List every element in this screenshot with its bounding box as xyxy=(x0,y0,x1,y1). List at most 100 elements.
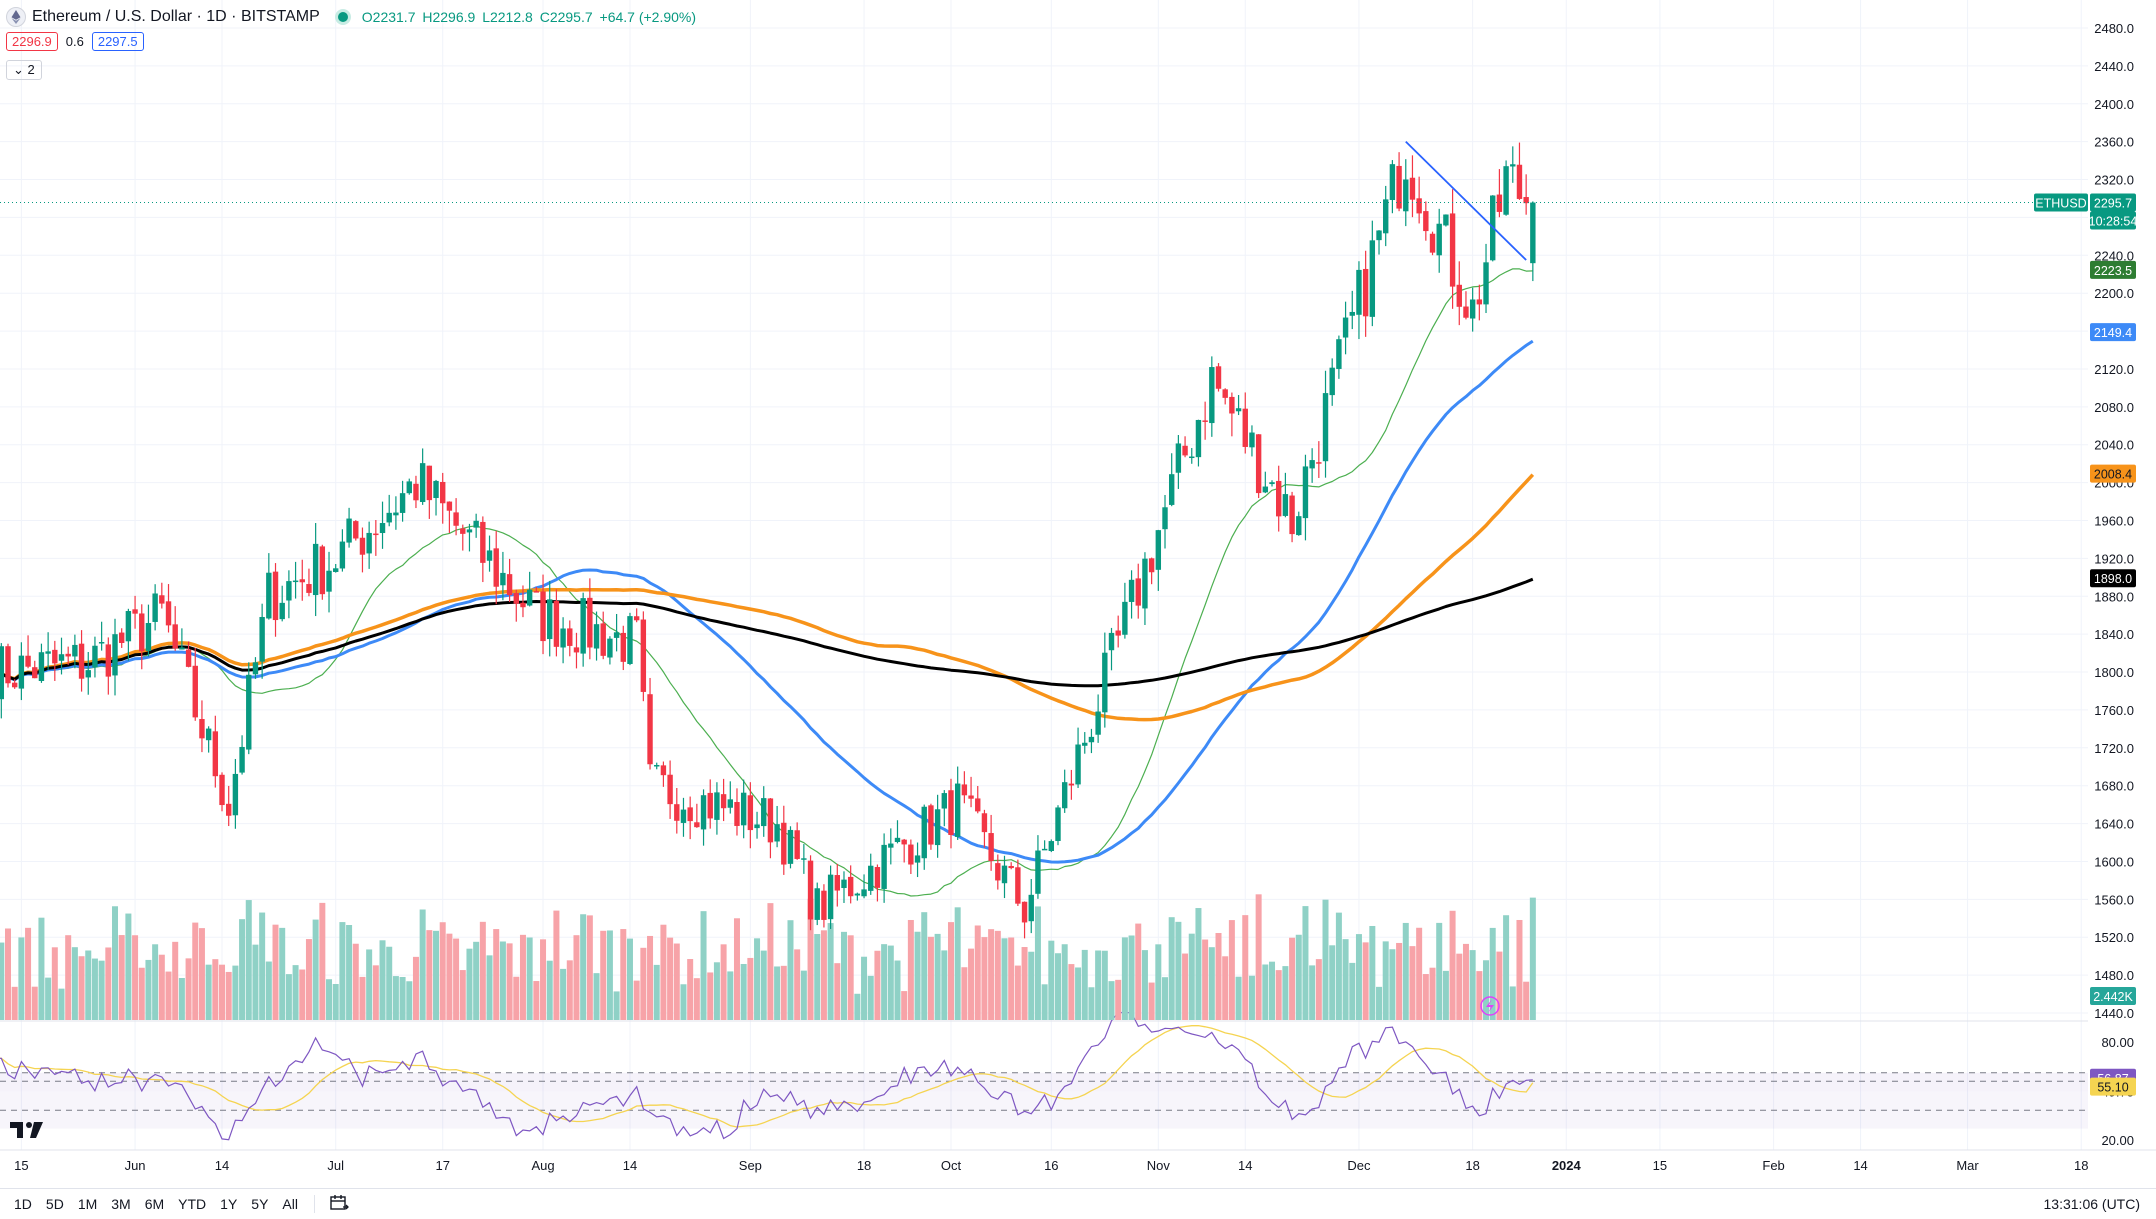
range-button-5y[interactable]: 5Y xyxy=(251,1196,269,1212)
time-tick-label: 14 xyxy=(623,1158,637,1173)
candle-body xyxy=(1168,474,1175,505)
alert-bolt xyxy=(1486,999,1494,1013)
candle-body xyxy=(1082,742,1088,746)
utc-clock[interactable]: 13:31:06 (UTC) xyxy=(2043,1196,2140,1212)
candle-body xyxy=(406,481,412,494)
volume-bar xyxy=(232,965,239,1020)
volume-bar xyxy=(1208,947,1215,1020)
price-tick-label: 1840.0 xyxy=(2094,627,2134,642)
volume-bar xyxy=(1289,937,1296,1020)
candle-body xyxy=(112,634,118,676)
symbol-tag-text: ETHUSD xyxy=(2035,197,2086,211)
price-axis[interactable]: 2480.02440.02400.02360.02320.02280.02240… xyxy=(2034,0,2156,1188)
candle-body xyxy=(734,802,740,826)
candle-body xyxy=(179,647,185,650)
volume-bar xyxy=(1128,935,1135,1020)
time-tick-label: Aug xyxy=(531,1158,554,1173)
time-axis[interactable]: 15 Jun 14 Jul 17 Aug 14 Sep 18 Oct 16 Nov 14 Dec 18 202… xyxy=(0,1149,2156,1173)
volume-bar xyxy=(907,919,914,1020)
volume-bar xyxy=(540,939,547,1020)
volume-bar xyxy=(861,956,868,1020)
range-button-ytd[interactable]: YTD xyxy=(178,1196,207,1212)
calendar-range-icon[interactable] xyxy=(329,1194,349,1215)
range-button-1m[interactable]: 1M xyxy=(77,1196,98,1212)
candle-body xyxy=(1530,202,1536,264)
price-tick-label: 1440.0 xyxy=(2094,1006,2134,1021)
candle-body xyxy=(847,876,854,897)
candle-body xyxy=(640,619,647,692)
sell-button[interactable]: 2296.9 xyxy=(6,32,58,51)
candle-body xyxy=(1222,389,1228,398)
symbol-tag: ETHUSD xyxy=(2034,193,2088,212)
volume-bar xyxy=(426,930,433,1020)
volume-bar xyxy=(1496,951,1503,1020)
volume-bar xyxy=(546,960,553,1020)
candle-body xyxy=(881,844,887,889)
candle-body xyxy=(1356,269,1362,315)
candle-body xyxy=(1229,396,1235,414)
candle-body xyxy=(1403,179,1409,212)
range-button-5d[interactable]: 5D xyxy=(45,1196,64,1212)
candle-body xyxy=(1209,367,1215,424)
volume-bar xyxy=(1389,949,1396,1020)
range-button-6m[interactable]: 6M xyxy=(144,1196,165,1212)
volume-bar xyxy=(1429,967,1436,1020)
volume-bar xyxy=(1476,971,1483,1020)
candle-body xyxy=(192,665,198,718)
candle-body xyxy=(1369,240,1376,317)
time-tick-label: 18 xyxy=(1465,1158,1479,1173)
divider xyxy=(313,1195,315,1213)
candle-body xyxy=(767,798,774,843)
volume-bar xyxy=(1503,915,1510,1020)
candle-body xyxy=(45,651,51,654)
volume-bar xyxy=(459,970,466,1020)
range-button-3m[interactable]: 3M xyxy=(111,1196,131,1212)
volume-bar xyxy=(733,918,740,1020)
volume-bar xyxy=(259,912,266,1020)
volume-bar xyxy=(1148,982,1155,1020)
candle-body xyxy=(1108,632,1115,651)
candle-body xyxy=(419,463,426,503)
price-tick-label: 1480.0 xyxy=(2094,968,2134,983)
volume-bar xyxy=(305,939,312,1020)
volume-bar xyxy=(660,924,667,1020)
range-button-1d[interactable]: 1D xyxy=(14,1196,32,1212)
price-tick-label: 2240.0 xyxy=(2094,248,2134,263)
symbol-title[interactable]: Ethereum / U.S. Dollar · 1D · BITSTAMP xyxy=(32,8,320,25)
volume-bar xyxy=(1242,915,1249,1020)
candle-body xyxy=(145,623,152,651)
candle-body xyxy=(613,632,620,638)
range-button-1y[interactable]: 1Y xyxy=(220,1196,238,1212)
time-tick-label: 2024 xyxy=(1552,1158,1582,1173)
candle-body xyxy=(580,598,586,654)
time-tick-label: 14 xyxy=(1853,1158,1867,1173)
candle-body xyxy=(901,839,907,845)
volume-bar xyxy=(312,919,319,1020)
volume-bar xyxy=(165,971,172,1020)
volume-bar xyxy=(526,937,533,1020)
volume-bars xyxy=(0,894,1536,1020)
candle-body xyxy=(1416,198,1422,214)
volume-bar xyxy=(178,978,185,1020)
volume-bar xyxy=(981,937,988,1020)
candle-body xyxy=(139,613,145,652)
chart-header[interactable]: Ethereum / U.S. Dollar · 1D · BITSTAMP O… xyxy=(6,6,699,28)
range-button-all[interactable]: All xyxy=(282,1196,298,1212)
candle-body xyxy=(460,528,466,534)
volume-bar xyxy=(1001,938,1008,1020)
countdown-tag-bg xyxy=(2090,211,2136,230)
volume-bar xyxy=(961,967,968,1020)
time-tick-label: 14 xyxy=(1238,1158,1252,1173)
volume-bar xyxy=(1168,917,1175,1020)
buy-button[interactable]: 2297.5 xyxy=(91,32,144,51)
chart-canvas[interactable]: 2480.02440.02400.02360.02320.02280.02240… xyxy=(0,0,2156,1188)
candle-body xyxy=(246,674,252,750)
volume-bar xyxy=(1048,940,1055,1020)
indicators-toggle[interactable]: ⌄ 2 xyxy=(6,60,42,80)
candle-body xyxy=(473,520,479,528)
tradingview-logo-icon[interactable] xyxy=(10,1120,44,1140)
volume-bar xyxy=(1322,899,1329,1020)
candle-body xyxy=(928,805,934,845)
volume-bar xyxy=(807,898,814,1020)
volume-bar xyxy=(145,959,152,1020)
